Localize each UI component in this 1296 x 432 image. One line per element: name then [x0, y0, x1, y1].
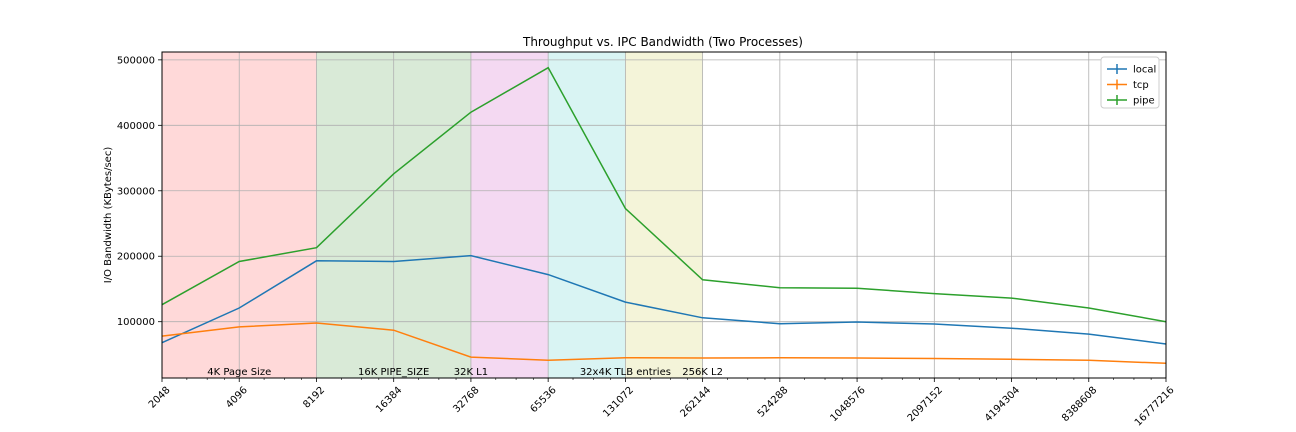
chart-title: Throughput vs. IPC Bandwidth (Two Proces… — [522, 35, 803, 49]
legend: local tcp pipe — [1100, 56, 1160, 109]
y-tick-label: 300000 — [117, 186, 155, 197]
x-tick-label: 131072 — [601, 385, 636, 420]
x-tick-label: 1048576 — [828, 385, 867, 424]
grid — [161, 52, 1167, 378]
annotation-label: 16K PIPE_SIZE — [358, 367, 429, 378]
x-tick-label: 2097152 — [906, 385, 945, 424]
shaded-region — [548, 52, 626, 378]
legend-label-tcp: tcp — [1133, 80, 1149, 91]
series-lines — [161, 66, 1167, 365]
x-tick-label: 4096 — [224, 385, 250, 411]
x-tick-label: 262144 — [678, 385, 713, 420]
shaded-region — [625, 52, 703, 378]
legend-label-local: local — [1133, 65, 1156, 76]
annotation-label: 256K L2 — [682, 367, 723, 378]
x-tick-label: 16777216 — [1133, 385, 1177, 429]
x-tick-label: 65536 — [529, 385, 559, 415]
x-axis-ticks: 2048 4096 8192 16384 32768 65536 131072 262144 5… — [147, 378, 1177, 429]
annotations: 4K Page Size 16K PIPE_SIZE 32K L1 32x4K TLB… — [207, 367, 723, 378]
y-tick-label: 400000 — [117, 121, 155, 132]
x-tick-label: 4194304 — [983, 385, 1022, 424]
x-tick-label: 16384 — [374, 385, 404, 415]
x-tick-label: 32768 — [451, 385, 481, 415]
series-line-pipe — [161, 66, 1167, 323]
x-tick-label: 8192 — [301, 385, 327, 411]
y-tick-label: 100000 — [117, 317, 155, 328]
y-axis-ticks: 100000 200000 300000 400000 500000 — [117, 55, 162, 328]
annotation-label: 32x4K TLB entries — [580, 367, 671, 378]
x-tick-label: 524288 — [756, 385, 791, 420]
plot-frame — [161, 51, 1167, 379]
series-line-local — [161, 254, 1167, 345]
x-tick-label: 8388608 — [1060, 385, 1099, 424]
shaded-regions — [162, 52, 703, 378]
legend-label-pipe: pipe — [1133, 96, 1155, 107]
x-tick-label: 2048 — [147, 385, 173, 411]
shaded-region — [470, 52, 549, 378]
annotation-label: 32K L1 — [454, 367, 488, 378]
y-tick-label: 200000 — [117, 252, 155, 263]
series-line-tcp — [161, 322, 1167, 365]
annotation-label: 4K Page Size — [207, 367, 271, 378]
y-axis-label: I/O Bandwidth (KBytes/sec) — [103, 147, 114, 284]
y-tick-label: 500000 — [117, 55, 155, 66]
